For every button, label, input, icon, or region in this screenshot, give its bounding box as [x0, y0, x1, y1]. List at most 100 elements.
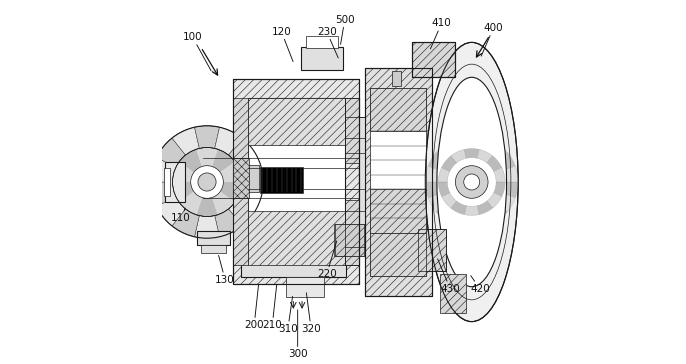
Bar: [412, 42, 456, 77]
Text: 220: 220: [317, 241, 337, 280]
Bar: [418, 229, 446, 271]
Wedge shape: [472, 142, 507, 182]
Text: 230: 230: [317, 27, 338, 58]
Text: 110: 110: [171, 208, 191, 223]
Wedge shape: [425, 182, 472, 198]
Wedge shape: [442, 193, 457, 208]
Bar: [248, 98, 345, 145]
Circle shape: [198, 173, 216, 191]
Bar: [345, 98, 359, 163]
Wedge shape: [179, 149, 207, 182]
Text: 300: 300: [288, 310, 307, 359]
Bar: [365, 68, 432, 296]
Bar: [233, 79, 359, 284]
Bar: [359, 117, 365, 247]
Wedge shape: [451, 201, 466, 215]
Bar: [345, 98, 359, 265]
Wedge shape: [151, 158, 176, 182]
Wedge shape: [173, 162, 207, 182]
Wedge shape: [442, 156, 457, 171]
Bar: [241, 260, 346, 277]
Wedge shape: [472, 182, 507, 222]
Wedge shape: [436, 182, 472, 222]
Bar: [248, 165, 259, 192]
Wedge shape: [228, 197, 258, 226]
Text: 410: 410: [430, 18, 451, 49]
Wedge shape: [196, 147, 217, 182]
Bar: [285, 277, 324, 297]
Bar: [165, 162, 185, 202]
Wedge shape: [494, 167, 505, 182]
Circle shape: [191, 166, 224, 198]
Bar: [418, 229, 446, 271]
Wedge shape: [451, 149, 466, 163]
Text: 500: 500: [335, 15, 355, 44]
Wedge shape: [438, 182, 450, 197]
Circle shape: [456, 166, 488, 198]
Wedge shape: [487, 193, 502, 208]
Text: 430: 430: [438, 259, 460, 294]
Wedge shape: [156, 197, 185, 226]
Bar: [198, 231, 230, 245]
Wedge shape: [449, 182, 472, 228]
Bar: [233, 79, 359, 284]
Text: 320: 320: [301, 293, 321, 334]
Bar: [233, 158, 249, 198]
Wedge shape: [207, 182, 235, 215]
Wedge shape: [472, 182, 515, 212]
Wedge shape: [195, 215, 220, 238]
Bar: [248, 98, 345, 265]
Bar: [301, 47, 343, 70]
Wedge shape: [464, 135, 480, 182]
Wedge shape: [438, 167, 450, 182]
Text: 100: 100: [182, 32, 211, 71]
Wedge shape: [449, 136, 472, 182]
Bar: [201, 245, 226, 253]
Wedge shape: [472, 152, 515, 182]
Wedge shape: [425, 166, 472, 182]
Wedge shape: [179, 182, 207, 215]
Wedge shape: [238, 182, 263, 206]
Wedge shape: [207, 182, 241, 202]
Wedge shape: [228, 138, 258, 167]
Wedge shape: [477, 201, 493, 215]
Wedge shape: [487, 156, 502, 171]
Ellipse shape: [437, 77, 506, 287]
Text: 120: 120: [272, 27, 293, 62]
Bar: [345, 200, 359, 265]
Wedge shape: [464, 149, 479, 158]
Wedge shape: [156, 138, 185, 167]
Wedge shape: [428, 152, 472, 182]
Wedge shape: [472, 136, 495, 182]
Text: 400: 400: [481, 23, 504, 56]
Circle shape: [464, 174, 480, 190]
Wedge shape: [472, 166, 518, 182]
Bar: [440, 274, 466, 313]
Bar: [370, 88, 427, 276]
Text: 130: 130: [215, 256, 235, 285]
Wedge shape: [472, 182, 495, 228]
Ellipse shape: [425, 42, 518, 322]
Wedge shape: [172, 209, 200, 237]
Bar: [335, 225, 364, 256]
Bar: [260, 167, 303, 193]
Wedge shape: [195, 126, 220, 149]
Wedge shape: [477, 149, 493, 163]
Text: 310: 310: [278, 296, 298, 334]
Wedge shape: [494, 182, 505, 197]
Wedge shape: [207, 149, 235, 182]
Wedge shape: [472, 182, 518, 198]
Bar: [392, 71, 401, 86]
Text: 420: 420: [470, 276, 490, 294]
Bar: [334, 224, 365, 256]
Wedge shape: [172, 127, 200, 155]
Wedge shape: [151, 182, 176, 206]
Wedge shape: [173, 182, 207, 202]
Bar: [302, 48, 342, 69]
Wedge shape: [207, 162, 241, 182]
Wedge shape: [215, 127, 242, 155]
Bar: [365, 68, 432, 296]
Bar: [164, 168, 170, 196]
Wedge shape: [215, 209, 242, 237]
Wedge shape: [436, 142, 472, 182]
